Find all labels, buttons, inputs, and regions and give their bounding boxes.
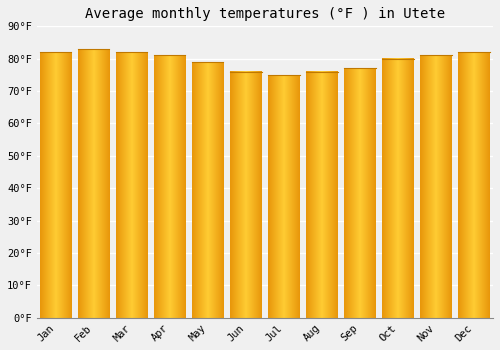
Title: Average monthly temperatures (°F ) in Utete: Average monthly temperatures (°F ) in Ut… bbox=[85, 7, 445, 21]
